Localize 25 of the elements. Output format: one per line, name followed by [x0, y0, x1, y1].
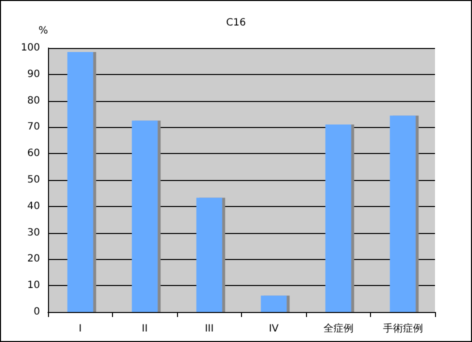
- y-tick-label: 90: [27, 68, 40, 80]
- y-axis-title: %: [38, 26, 48, 36]
- y-tick-label: 30: [27, 227, 40, 238]
- bar: [325, 124, 352, 312]
- x-tick-label: III: [204, 324, 214, 334]
- x-tick-label: 全症例: [323, 322, 354, 334]
- y-tick-label: 20: [27, 254, 40, 265]
- chart-title: C16: [226, 18, 246, 28]
- x-tick-label: II: [142, 324, 148, 334]
- x-tick-label: I: [78, 324, 82, 334]
- y-tick-label: 80: [27, 95, 40, 106]
- y-tick-label: 40: [27, 200, 40, 212]
- bar: [260, 296, 287, 312]
- bar: [67, 52, 94, 312]
- bar: [132, 120, 158, 312]
- y-tick-label: 50: [27, 174, 40, 186]
- y-tick-label: 10: [27, 280, 40, 292]
- x-tick-label: 手術症例: [382, 322, 423, 334]
- bar: [196, 198, 222, 312]
- bar: [390, 116, 416, 312]
- y-tick-label: 0: [34, 306, 40, 318]
- y-tick-label: 60: [27, 148, 40, 160]
- y-tick-label: 100: [20, 42, 40, 54]
- x-tick-label: IV: [268, 324, 279, 334]
- y-tick-label: 70: [27, 122, 40, 133]
